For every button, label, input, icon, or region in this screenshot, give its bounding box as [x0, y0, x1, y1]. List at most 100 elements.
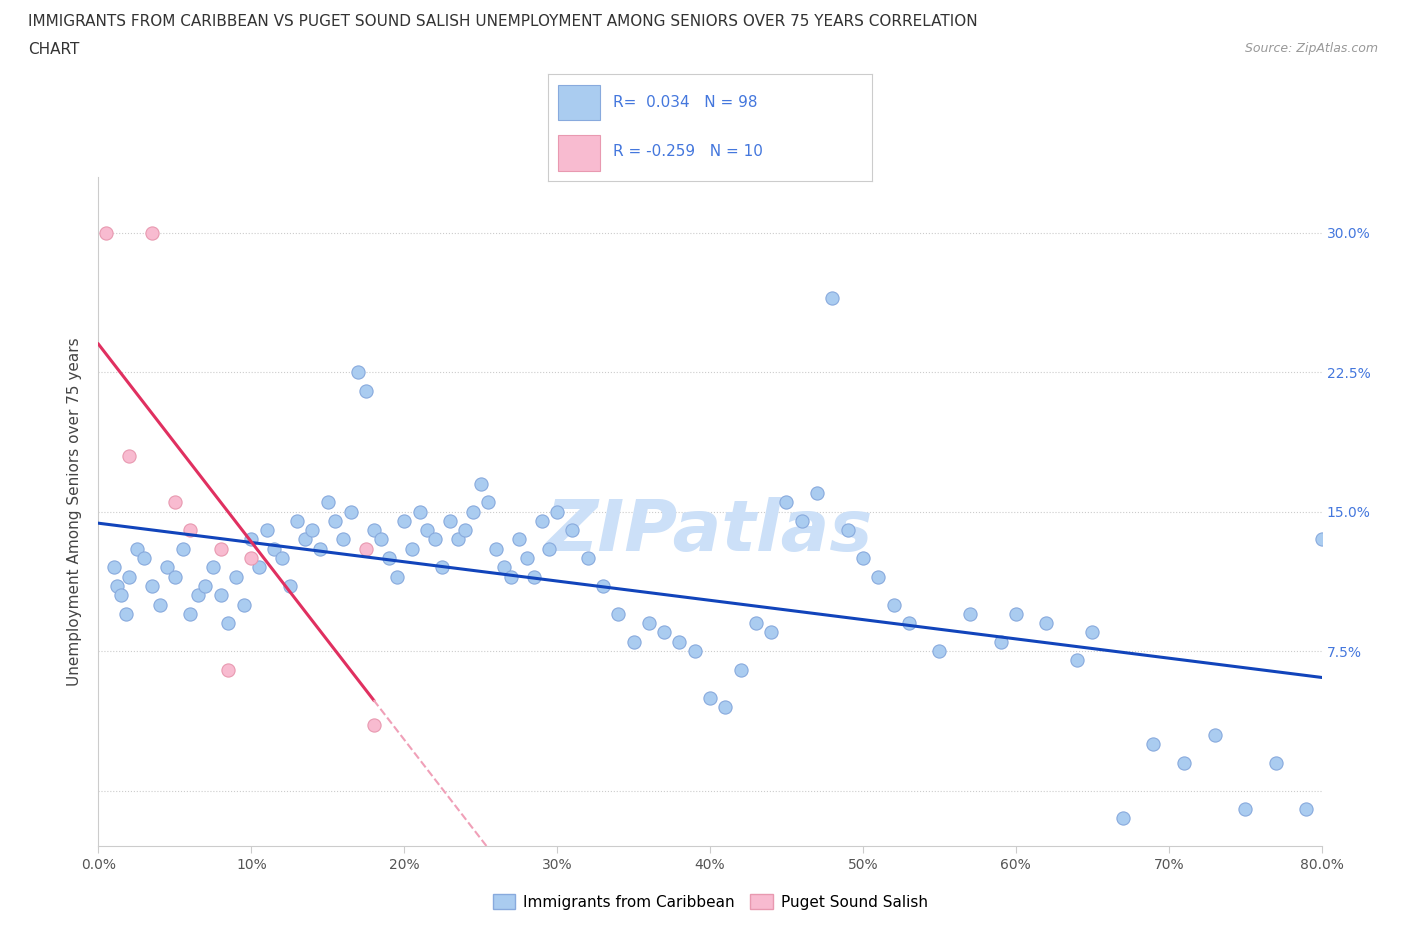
Immigrants from Caribbean [683, 644, 706, 658]
Bar [558, 86, 600, 120]
Immigrants from Caribbean [508, 532, 530, 547]
Immigrants from Caribbean [1310, 532, 1333, 547]
Y-axis label: Unemployment Among Seniors over 75 years: Unemployment Among Seniors over 75 years [67, 338, 83, 685]
Immigrants from Caribbean [623, 634, 645, 649]
Immigrants from Caribbean [638, 616, 661, 631]
Immigrants from Caribbean [730, 662, 752, 677]
Immigrants from Caribbean [1204, 727, 1226, 742]
Puget Sound Salish [354, 541, 377, 556]
Immigrants from Caribbean [187, 588, 209, 603]
Immigrants from Caribbean [432, 560, 454, 575]
Immigrants from Caribbean [501, 569, 523, 584]
Legend: Immigrants from Caribbean, Puget Sound Salish: Immigrants from Caribbean, Puget Sound S… [486, 887, 934, 916]
Bar [558, 136, 600, 171]
Immigrants from Caribbean [347, 365, 370, 379]
Immigrants from Caribbean [110, 588, 132, 603]
Immigrants from Caribbean [447, 532, 470, 547]
Immigrants from Caribbean [115, 606, 138, 621]
Immigrants from Caribbean [163, 569, 186, 584]
Puget Sound Salish [179, 523, 201, 538]
Immigrants from Caribbean [217, 616, 239, 631]
Immigrants from Caribbean [837, 523, 859, 538]
Immigrants from Caribbean [202, 560, 225, 575]
Immigrants from Caribbean [990, 634, 1012, 649]
Immigrants from Caribbean [699, 690, 721, 705]
Immigrants from Caribbean [790, 513, 813, 528]
Immigrants from Caribbean [294, 532, 316, 547]
Immigrants from Caribbean [149, 597, 172, 612]
Immigrants from Caribbean [821, 290, 844, 305]
Immigrants from Caribbean [1004, 606, 1026, 621]
Immigrants from Caribbean [105, 578, 128, 593]
Immigrants from Caribbean [745, 616, 768, 631]
Immigrants from Caribbean [263, 541, 285, 556]
Immigrants from Caribbean [325, 513, 347, 528]
Immigrants from Caribbean [592, 578, 614, 593]
Immigrants from Caribbean [416, 523, 439, 538]
Immigrants from Caribbean [194, 578, 217, 593]
Immigrants from Caribbean [897, 616, 920, 631]
Puget Sound Salish [94, 225, 117, 240]
Immigrants from Caribbean [179, 606, 201, 621]
Immigrants from Caribbean [761, 625, 783, 640]
Immigrants from Caribbean [652, 625, 675, 640]
Immigrants from Caribbean [477, 495, 499, 510]
Text: IMMIGRANTS FROM CARIBBEAN VS PUGET SOUND SALISH UNEMPLOYMENT AMONG SENIORS OVER : IMMIGRANTS FROM CARIBBEAN VS PUGET SOUND… [28, 14, 977, 29]
Immigrants from Caribbean [668, 634, 690, 649]
Immigrants from Caribbean [423, 532, 446, 547]
Immigrants from Caribbean [247, 560, 270, 575]
Immigrants from Caribbean [339, 504, 361, 519]
Immigrants from Caribbean [385, 569, 408, 584]
Immigrants from Caribbean [232, 597, 254, 612]
Immigrants from Caribbean [1066, 653, 1088, 668]
Immigrants from Caribbean [492, 560, 515, 575]
Immigrants from Caribbean [354, 383, 377, 398]
Text: ZIPatlas: ZIPatlas [547, 498, 873, 566]
Immigrants from Caribbean [256, 523, 278, 538]
Immigrants from Caribbean [125, 541, 148, 556]
Immigrants from Caribbean [401, 541, 423, 556]
Immigrants from Caribbean [1234, 802, 1257, 817]
Immigrants from Caribbean [868, 569, 890, 584]
Immigrants from Caribbean [363, 523, 385, 538]
Immigrants from Caribbean [561, 523, 583, 538]
Puget Sound Salish [363, 718, 385, 733]
Immigrants from Caribbean [156, 560, 179, 575]
Immigrants from Caribbean [1035, 616, 1057, 631]
Immigrants from Caribbean [523, 569, 546, 584]
Immigrants from Caribbean [301, 523, 323, 538]
Immigrants from Caribbean [103, 560, 125, 575]
Immigrants from Caribbean [378, 551, 401, 565]
Puget Sound Salish [141, 225, 163, 240]
Puget Sound Salish [118, 448, 141, 463]
Immigrants from Caribbean [1264, 755, 1286, 770]
Immigrants from Caribbean [530, 513, 553, 528]
Immigrants from Caribbean [576, 551, 599, 565]
Immigrants from Caribbean [461, 504, 484, 519]
Immigrants from Caribbean [516, 551, 538, 565]
Immigrants from Caribbean [928, 644, 950, 658]
Text: CHART: CHART [28, 42, 80, 57]
Immigrants from Caribbean [141, 578, 163, 593]
Immigrants from Caribbean [959, 606, 981, 621]
Immigrants from Caribbean [485, 541, 508, 556]
Immigrants from Caribbean [546, 504, 568, 519]
Text: R=  0.034   N = 98: R= 0.034 N = 98 [613, 95, 758, 111]
Immigrants from Caribbean [172, 541, 194, 556]
Immigrants from Caribbean [439, 513, 461, 528]
Immigrants from Caribbean [316, 495, 339, 510]
Puget Sound Salish [217, 662, 239, 677]
Immigrants from Caribbean [1081, 625, 1104, 640]
Text: Source: ZipAtlas.com: Source: ZipAtlas.com [1244, 42, 1378, 55]
Immigrants from Caribbean [278, 578, 301, 593]
Immigrants from Caribbean [225, 569, 247, 584]
Immigrants from Caribbean [470, 476, 492, 491]
Immigrants from Caribbean [538, 541, 561, 556]
Immigrants from Caribbean [270, 551, 294, 565]
Immigrants from Caribbean [607, 606, 630, 621]
Immigrants from Caribbean [775, 495, 797, 510]
Immigrants from Caribbean [209, 588, 232, 603]
Immigrants from Caribbean [1112, 811, 1135, 826]
Immigrants from Caribbean [714, 699, 737, 714]
Puget Sound Salish [163, 495, 186, 510]
